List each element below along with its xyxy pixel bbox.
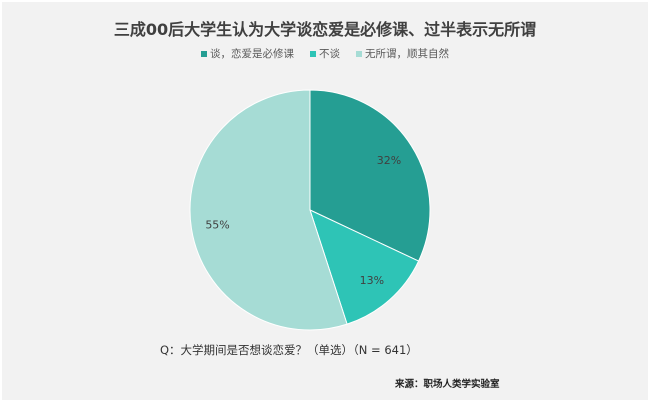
legend-swatch [201, 50, 207, 57]
legend-label: 无所谓，顺其自然 [365, 48, 449, 60]
legend-label: 谈，恋爱是必修课 [210, 48, 294, 60]
legend-item: 不谈 [310, 46, 340, 61]
pie-slice [189, 89, 348, 331]
pie-slice [309, 89, 431, 262]
legend-item: 谈，恋爱是必修课 [201, 46, 294, 61]
legend-label: 不谈 [319, 48, 340, 60]
legend-swatch [310, 50, 316, 57]
data-label: 32% [377, 154, 401, 167]
pie-slice [309, 209, 420, 325]
legend-item: 无所谓，顺其自然 [356, 46, 449, 61]
question-note: Q：大学期间是否想谈恋爱？（单选）（N = 641） [160, 343, 418, 357]
chart-title: 三成00后大学生认为大学谈恋爱是必修课、过半表示无所谓 [113, 20, 537, 39]
legend-swatch [356, 50, 362, 57]
data-label: 13% [360, 274, 384, 287]
source-note: 来源：职场人类学实验室 [395, 379, 500, 390]
data-label: 55% [205, 219, 229, 232]
legend: 谈，恋爱是必修课 不谈 无所谓，顺其自然 [0, 46, 650, 61]
